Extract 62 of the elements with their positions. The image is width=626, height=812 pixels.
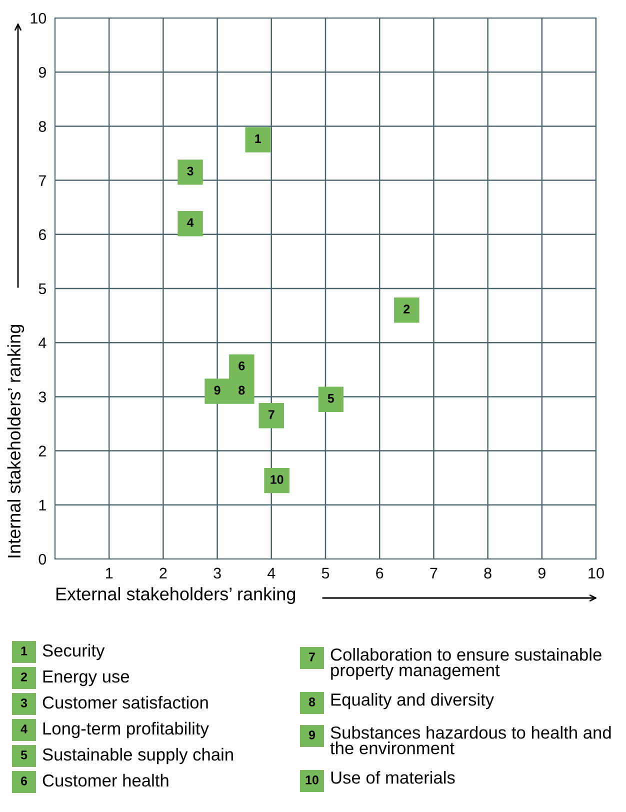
y-tick-label: 8 — [38, 121, 46, 132]
text: 5 — [20, 750, 28, 760]
legend-label: Collaboration to ensure sustainable property management — [330, 648, 602, 680]
y-tick-label: 2 — [38, 446, 46, 456]
x-tick-label: 7 — [430, 568, 438, 578]
annotation: 9 — [214, 386, 220, 395]
y-tick-label: 4 — [38, 338, 46, 348]
y-tick-label: 3 — [38, 392, 46, 402]
x-tick-label: 8 — [484, 568, 492, 579]
x-tick-label: 9 — [538, 568, 546, 579]
point — [258, 403, 284, 428]
text: 2 — [20, 672, 27, 682]
point — [229, 378, 254, 404]
legend-label: Sustainable supply chain — [42, 748, 233, 764]
x-tick-label: 4 — [268, 568, 276, 578]
annotation: 3 — [187, 166, 194, 176]
legend-label: Long-term profitability — [43, 722, 209, 738]
y-tick-label: 1 — [39, 500, 46, 510]
annotation: 2 — [404, 304, 410, 314]
y-tick-label: 0 — [38, 554, 46, 565]
x-tick-label: 2 — [160, 568, 167, 578]
text: 8 — [308, 698, 316, 706]
text: 3 — [20, 698, 28, 708]
legend-label: Substances hazardous to health and the environment — [330, 726, 611, 754]
annotation: 1 — [255, 134, 262, 143]
text: 1 — [21, 646, 28, 656]
text: 10 — [306, 776, 318, 784]
y-tick-label: 9 — [38, 66, 46, 78]
x-axis-title: External stakeholders’ ranking — [56, 587, 296, 604]
annotation: 5 — [328, 394, 334, 403]
y-axis-title: Internal stakeholders’ ranking — [7, 324, 24, 558]
point — [178, 160, 203, 185]
y-tick-label: 7 — [38, 175, 46, 186]
annotation: 7 — [268, 410, 274, 419]
text: 4 — [20, 724, 28, 734]
legend-label: Customer satisfaction — [42, 696, 208, 709]
point — [204, 378, 230, 404]
x-tick-label: 10 — [588, 568, 604, 579]
point — [229, 354, 254, 380]
legend-label: Energy use — [43, 670, 130, 686]
x-tick-label: 1 — [106, 568, 113, 578]
annotation: 6 — [238, 361, 245, 370]
legend-label: Equality and diversity — [331, 693, 494, 710]
point — [178, 210, 203, 236]
y-tick-label: 10 — [30, 12, 46, 24]
x-tick-label: 3 — [214, 568, 221, 579]
legend-label: Customer health — [42, 774, 168, 787]
point — [394, 298, 420, 323]
legend-label: Security — [42, 644, 105, 660]
annotation: 10 — [270, 475, 284, 484]
y-tick-label: 6 — [38, 229, 46, 240]
point — [318, 386, 344, 412]
point — [245, 127, 270, 152]
text: 9 — [308, 730, 316, 740]
y-tick-label: 5 — [38, 284, 46, 294]
text: 6 — [20, 776, 28, 786]
text: 7 — [309, 652, 315, 662]
annotation: 8 — [238, 386, 245, 395]
x-tick-label: 6 — [376, 568, 384, 579]
legend-label: Use of materials — [331, 771, 455, 784]
annotation: 4 — [186, 218, 194, 227]
x-tick-label: 5 — [322, 568, 330, 579]
